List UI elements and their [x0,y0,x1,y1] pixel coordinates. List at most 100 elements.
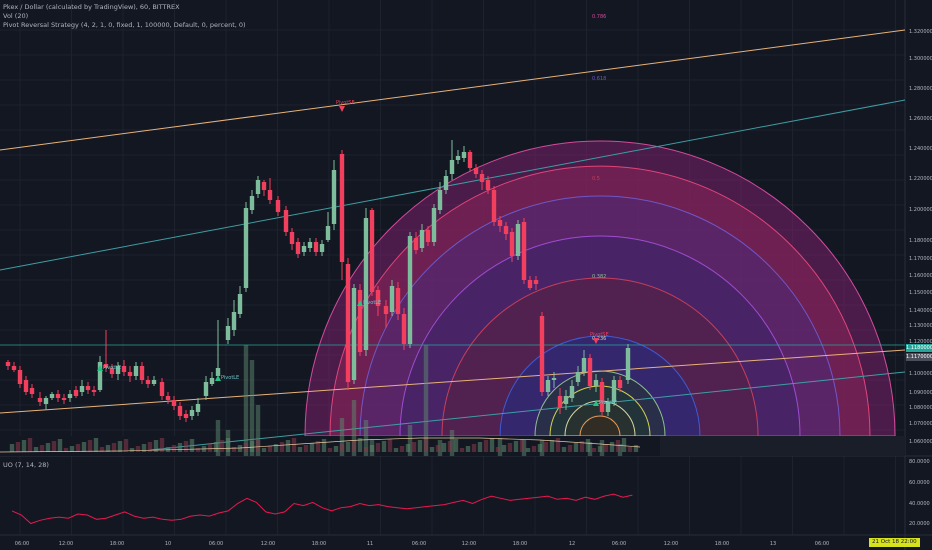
oscillator-legend[interactable]: UO (7, 14, 28) [3,461,49,469]
fib-level-label: 0.236 [592,336,606,342]
volume-bar [45,443,51,452]
candle-body [301,246,307,252]
volume-bar [429,447,435,452]
volume-bar [525,448,531,452]
candle-body [267,190,273,200]
volume-legend[interactable]: Vol (20) [3,12,29,20]
volume-bar [597,446,603,452]
volume-bar [225,438,231,452]
candle-body [509,232,515,256]
volume-bar [633,445,639,452]
price-axis-label: 1.30000000 [909,56,932,62]
candle-body [79,386,85,392]
price-axis-label: 1.26000000 [909,116,932,122]
candle-body [103,364,109,368]
symbol-legend[interactable]: Pkex / Dollar (calculated by TradingView… [3,3,180,11]
candle-body [375,290,381,306]
candle-body [325,226,331,240]
volume-bar [465,446,471,452]
volume-bar [51,441,57,452]
volume-bar [447,441,453,452]
candle-body [473,168,479,174]
volume-bar [237,445,243,452]
candle-body [171,400,177,406]
volume-bar [495,447,501,452]
trend-line-upper [0,29,906,151]
volume-bar [381,441,387,452]
volume-bar [69,446,75,452]
volume-bar [63,448,69,452]
pivot-long-label: PivotLE [221,375,239,381]
candle-body [419,230,425,248]
volume-bar [207,444,213,452]
channel-line-lower [149,371,906,451]
time-axis-label: 12:00 [664,541,678,547]
candle-body [237,294,243,314]
pivot-long-arrow [593,400,599,406]
candle-body [617,380,623,388]
volume-bar [339,444,345,452]
volume-bar [423,438,429,452]
volume-bar [297,447,303,452]
candle-body [307,242,313,248]
volume-bar [141,444,147,452]
candle-body [395,288,401,314]
candle-body [159,382,165,396]
candle-body [37,398,43,402]
fib-arc [579,415,621,437]
volume-bar [315,441,321,452]
pivot-long-label: PivotLE [599,400,617,406]
volume-bar [231,447,237,452]
volume-bar [357,438,363,452]
volume-bar [405,444,411,452]
volume-bar [215,420,221,456]
volume-bar [375,443,381,452]
candle-body [61,398,67,400]
oscillator-pane [11,493,633,525]
price-axis-label: 1.06000000 [909,439,932,445]
candle-body [319,244,325,252]
candle-body [91,390,97,392]
volume-bar [453,439,459,452]
volume-bar [459,448,465,452]
strategy-legend[interactable]: Pivot Reversal Strategy (4, 2, 1, 0, fix… [3,21,246,29]
volume-bar [213,442,219,452]
price-axis-label: 1.07000000 [909,421,932,427]
volume-bar [129,448,135,452]
volume-bar [489,438,495,452]
volume-bar [573,443,579,452]
volume-bar [219,440,225,452]
candle-body [461,152,467,158]
volume-bar [363,447,369,452]
fib-level-label: 0.382 [592,274,606,280]
price-axis-label: 1.08000000 [909,405,932,411]
candle-body [345,264,351,382]
candle-body [133,366,139,376]
volume-bar [435,445,441,452]
candle-body [43,398,49,404]
volume-bar [123,439,129,452]
candle-body [115,366,121,374]
pivot-long-arrow [215,375,221,381]
candle-body [97,362,103,390]
candle-body [255,180,261,194]
candle-body [231,312,237,330]
volume-bar [21,440,27,452]
volume-bar [339,418,345,456]
candle-body [145,380,151,384]
uo-line [11,493,633,525]
candle-body [67,394,73,398]
candle-body [557,396,563,408]
volume-bar [615,440,621,452]
volume-bar [171,445,177,452]
volume-bar [609,442,615,452]
candle-body [467,152,473,168]
volume-bar [147,442,153,452]
time-axis-label: 06:00 [15,541,29,547]
price-axis-label: 1.12000000 [909,339,932,345]
candle-body [503,226,509,234]
candle-body [563,396,569,404]
volume-bar [153,440,159,452]
candle-body [527,280,533,288]
